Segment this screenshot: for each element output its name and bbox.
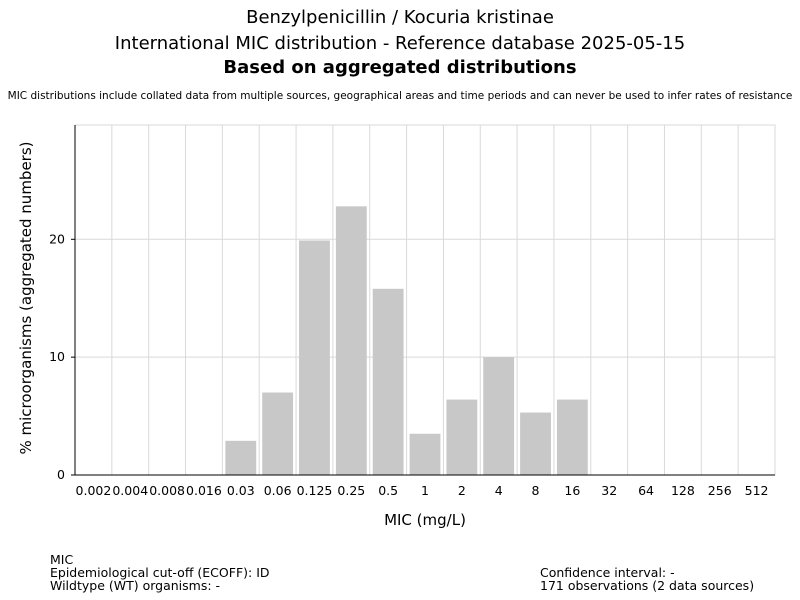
- x-tick-label: 4: [495, 483, 503, 498]
- bar-16: [556, 399, 588, 475]
- x-tick-label: 32: [601, 483, 617, 498]
- footer-wildtype: Wildtype (WT) organisms: -: [50, 578, 221, 593]
- x-tick-label: 1: [421, 483, 429, 498]
- x-tick-label: 0.25: [337, 483, 365, 498]
- footer-ecoff: Epidemiological cut-off (ECOFF): ID: [50, 565, 270, 580]
- bar-2: [446, 399, 478, 475]
- plot-frame: [74, 124, 776, 476]
- x-tick-label: 0.004: [112, 483, 148, 498]
- bar-0.06: [262, 392, 294, 475]
- x-tick-label: 0.5: [378, 483, 398, 498]
- x-tick-label: 512: [745, 483, 769, 498]
- x-tick-label: 0.03: [227, 483, 255, 498]
- footer-mic-label: MIC: [50, 552, 74, 567]
- bar-1: [409, 433, 441, 475]
- bar-0.125: [299, 240, 330, 475]
- chart-title-line2: International MIC distribution - Referen…: [114, 33, 686, 54]
- footer-confidence-interval: Confidence interval: -: [540, 565, 675, 580]
- chart-title-line1: Benzylpenicillin / Kocuria kristinae: [246, 7, 554, 28]
- x-tick-label: 128: [671, 483, 695, 498]
- x-tick-label: 16: [564, 483, 580, 498]
- x-tick-label: 0.002: [76, 483, 112, 498]
- x-tick-label: 8: [532, 483, 540, 498]
- x-axis-title: MIC (mg/L): [384, 511, 466, 529]
- y-axis-title: % microorganisms (aggregated numbers): [17, 141, 35, 454]
- x-tick-label: 2: [458, 483, 466, 498]
- chart-title-line3: Based on aggregated distributions: [223, 57, 577, 78]
- y-tick-label: 10: [49, 349, 65, 364]
- x-tick-label: 0.125: [297, 483, 333, 498]
- chart-subtitle: MIC distributions include collated data …: [7, 90, 793, 102]
- bar-0.25: [335, 206, 367, 476]
- bar-0.5: [372, 288, 404, 475]
- x-tick-label: 0.008: [149, 483, 185, 498]
- bar-0.03: [225, 440, 257, 475]
- footer-right: Confidence interval: - 171 observations …: [540, 566, 754, 592]
- bar-4: [483, 357, 515, 475]
- x-tick-label: 0.016: [186, 483, 222, 498]
- footer-observations: 171 observations (2 data sources): [540, 578, 755, 593]
- y-tick-label: 20: [49, 231, 65, 246]
- bar-8: [520, 412, 551, 475]
- x-tick-label: 64: [638, 483, 654, 498]
- x-tick-label: 0.06: [264, 483, 292, 498]
- y-tick-label: 0: [57, 467, 65, 482]
- footer-left: MIC Epidemiological cut-off (ECOFF): ID …: [50, 553, 270, 592]
- x-tick-label: 256: [708, 483, 732, 498]
